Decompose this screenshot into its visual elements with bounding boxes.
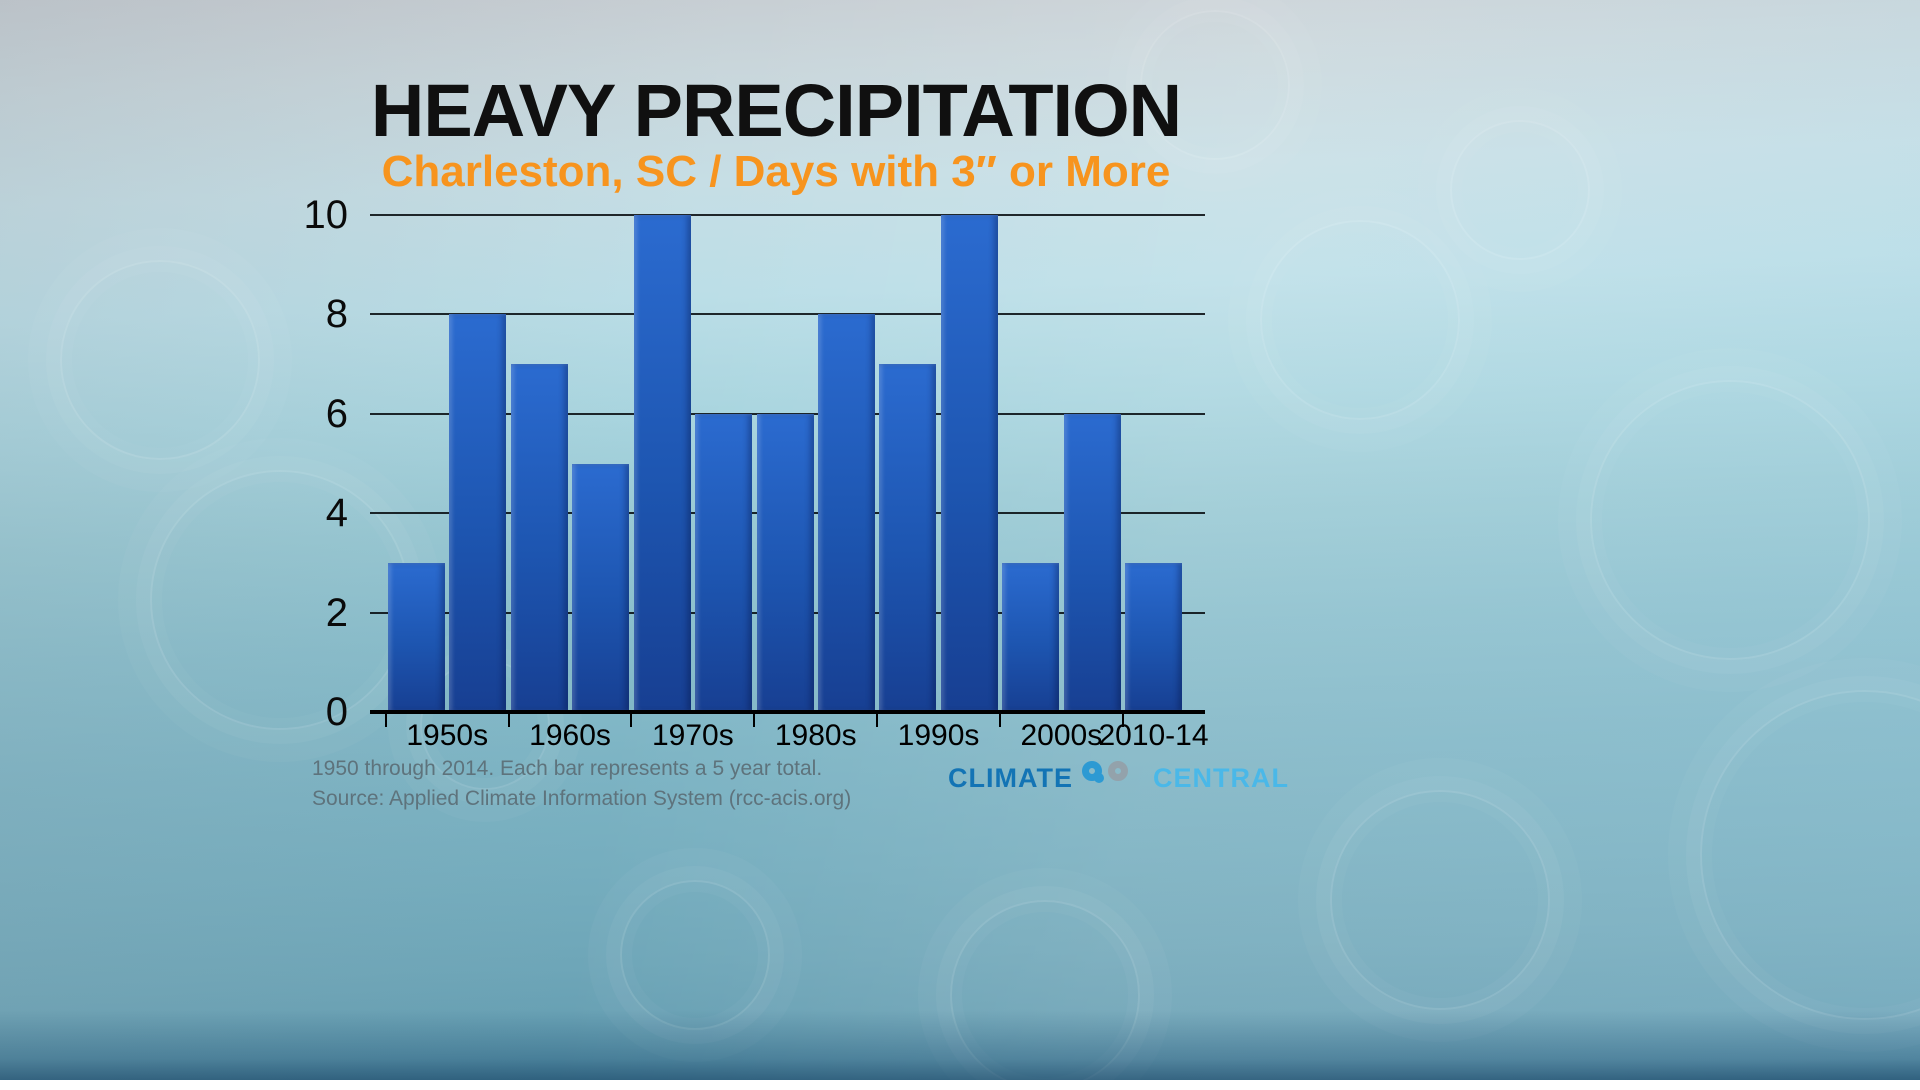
gridline-10	[370, 214, 1205, 216]
chart-title: HEAVY PRECIPITATION	[370, 69, 1182, 152]
x-axis-tick-0	[384, 712, 387, 727]
logo-word-central: CENTRAL	[1152, 762, 1289, 793]
x-axis-label-1950s: 1950s	[406, 719, 489, 752]
footnote-line-2: Source: Applied Climate Information Syst…	[312, 787, 852, 810]
plot-area: 0 2 4 6 8 10 1950s 1960s 1970s 1980s 1990s 2000s 201…	[304, 194, 1209, 752]
interlocking-rings-icon	[1081, 760, 1144, 796]
ripple-decoration	[950, 900, 1140, 1090]
bar-11	[1063, 413, 1121, 712]
ripple-decoration	[60, 260, 260, 460]
bar-1	[449, 314, 507, 712]
x-axis-tick-4	[876, 712, 879, 727]
footnote-line-1: 1950 through 2014. Each bar represents a…	[312, 757, 823, 780]
x-axis-tick-5	[998, 712, 1001, 727]
y-axis-label-2: 2	[325, 590, 348, 635]
x-axis-tick-1	[507, 712, 510, 727]
gray-ring-icon	[1107, 761, 1128, 781]
bar-8	[879, 364, 937, 712]
ripple-decoration	[1140, 10, 1290, 160]
ripple-decoration	[1450, 120, 1590, 260]
chart-subtitle: Charleston, SC / Days with 3″ or More	[381, 147, 1171, 196]
ripple-decoration	[1330, 790, 1550, 1010]
blue-ring-icon	[1081, 761, 1102, 781]
ripple-decoration	[1260, 220, 1460, 420]
bar-4	[633, 215, 691, 712]
ripple-decoration	[1590, 380, 1870, 660]
ripple-decoration	[1700, 690, 1920, 1020]
footnotes: 1950 through 2014. Each bar represents a…	[312, 754, 851, 814]
ripple-decoration	[620, 880, 770, 1030]
x-axis-tick-6	[1121, 712, 1124, 727]
ring-dot-icon	[1093, 773, 1104, 783]
x-axis-label-1970s: 1970s	[652, 719, 734, 752]
x-axis-line	[370, 710, 1205, 714]
y-axis-label-6: 6	[325, 391, 348, 436]
x-axis-label-1990s: 1990s	[897, 719, 980, 752]
gridline-8	[370, 313, 1205, 316]
x-axis-tick-3	[753, 712, 756, 727]
x-axis-label-2010-14: 2010-14	[1098, 719, 1209, 752]
x-axis-label-1960s: 1960s	[529, 719, 611, 752]
logo-word-climate: CLIMATE	[948, 762, 1073, 793]
y-axis-label-10: 10	[303, 193, 349, 237]
bar-9	[940, 215, 998, 712]
x-axis-label-2000s: 2000s	[1020, 719, 1103, 752]
bar-5	[695, 413, 753, 712]
bar-6	[756, 413, 814, 712]
bar-7	[817, 314, 875, 712]
bar-2	[510, 364, 568, 712]
x-axis-tick-2	[630, 712, 633, 727]
bar-0	[388, 562, 445, 712]
x-axis-label-1980s: 1980s	[774, 719, 857, 752]
bar-10	[1002, 562, 1060, 712]
climate-central-logo: CLIMATE CENTRAL	[948, 760, 1289, 796]
y-axis-label-8: 8	[325, 292, 348, 337]
y-axis-label-4: 4	[325, 491, 348, 536]
bar-12	[1125, 562, 1182, 712]
gridline-6	[370, 412, 1205, 415]
bar-3	[572, 463, 630, 712]
y-axis-label-0: 0	[325, 690, 348, 734]
